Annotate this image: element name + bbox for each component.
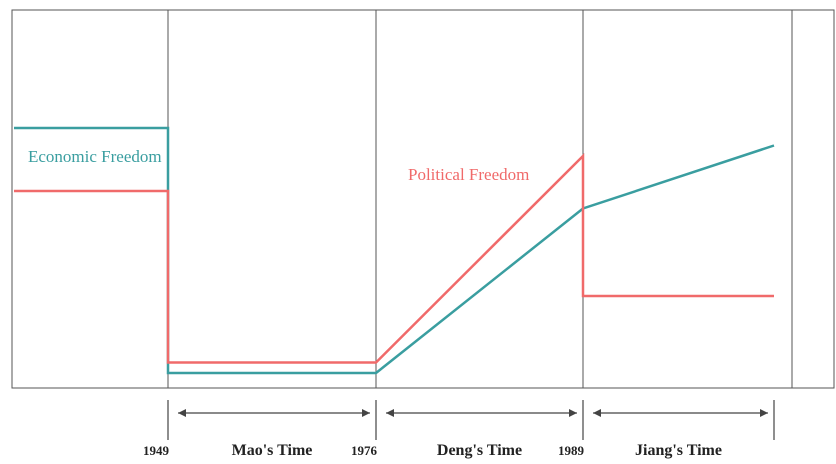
era-label-2: Jiang's Time [635,442,722,459]
plot-frame [11,9,835,389]
x-tick-label-1989: 1989 [558,443,585,458]
series-line-political-freedom [14,152,774,364]
x-tick-label-1949: 1949 [143,443,170,458]
era-span-arrow-0 [178,409,370,417]
era-label-1: Deng's Time [437,442,522,459]
series-label-political-freedom: Political Freedom [408,165,529,184]
x-tick-label-1976: 1976 [351,443,378,458]
era-span-arrow-1 [386,409,577,417]
era-label-0: Mao's Time [232,442,313,459]
series-line-economic-freedom [14,126,775,375]
series-label-economic-freedom: Economic Freedom [28,147,162,166]
era-span-arrow-2 [593,409,768,417]
